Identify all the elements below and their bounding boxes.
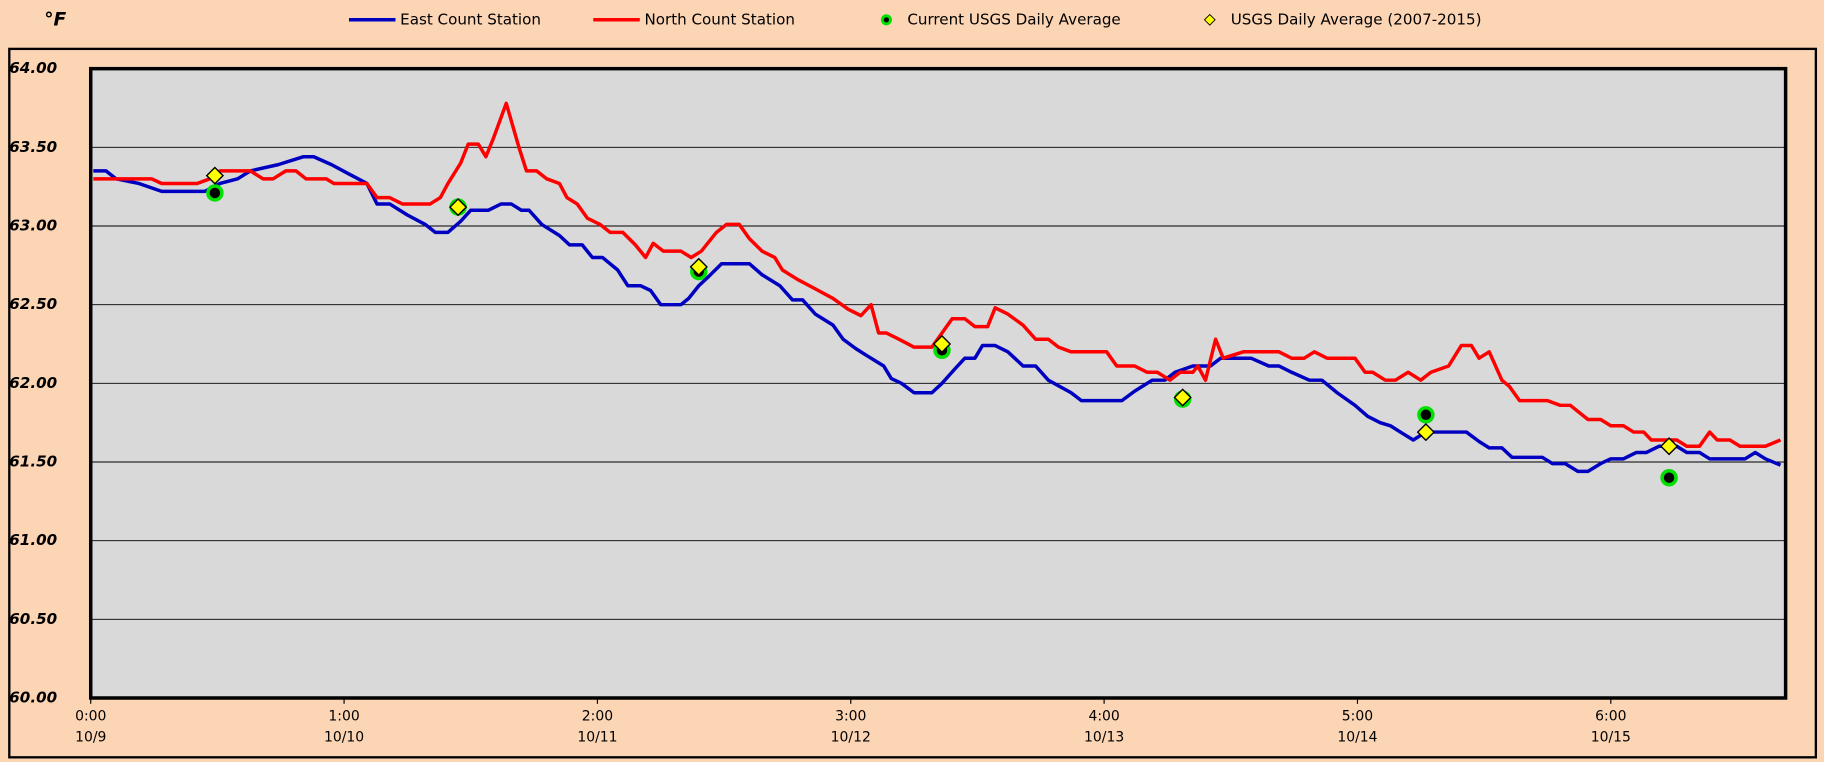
x-tick-label: 3:00 bbox=[835, 709, 866, 725]
y-tick-label: 61.00 bbox=[9, 531, 57, 549]
diamond-marker bbox=[689, 257, 708, 277]
x-tick-label: 6:00 bbox=[1595, 709, 1626, 725]
x-tick-label: 10/15 bbox=[1591, 730, 1631, 746]
y-tick-label: 63.50 bbox=[9, 138, 57, 156]
diamond-marker bbox=[448, 197, 468, 217]
x-tick-label: 0:00 bbox=[75, 709, 106, 725]
x-tick-label: 10/10 bbox=[324, 730, 364, 746]
chart-frame bbox=[8, 47, 1818, 759]
y-tick-label: 61.50 bbox=[9, 452, 57, 470]
y-axis-unit: °F bbox=[44, 9, 66, 30]
diamond-marker bbox=[932, 334, 952, 354]
x-tick-label: 2:00 bbox=[582, 709, 613, 725]
x-tick-label: 10/11 bbox=[577, 730, 617, 746]
series-line bbox=[93, 154, 1782, 474]
diamond-marker bbox=[1416, 422, 1435, 442]
x-tick-label: 10/12 bbox=[831, 730, 871, 746]
legend-label: USGS Daily Average (2007-2015) bbox=[1231, 10, 1482, 28]
y-tick-label: 60.00 bbox=[9, 688, 57, 706]
y-tick-label: 64.00 bbox=[9, 59, 57, 77]
diamond-marker bbox=[1203, 13, 1216, 26]
circle-marker bbox=[1417, 406, 1435, 424]
x-tick-label: 5:00 bbox=[1342, 709, 1373, 725]
diamond-marker bbox=[205, 166, 225, 185]
diamond-marker bbox=[1173, 388, 1192, 407]
legend-label: North Count Station bbox=[644, 10, 794, 28]
x-tick-label: 4:00 bbox=[1088, 709, 1119, 725]
x-tick-label: 10/14 bbox=[1337, 730, 1377, 746]
circle-marker bbox=[880, 14, 892, 26]
circle-marker bbox=[206, 184, 224, 202]
y-tick-label: 62.00 bbox=[9, 374, 57, 392]
plot-border bbox=[88, 66, 1788, 700]
legend-label: East Count Station bbox=[400, 10, 541, 28]
series-line bbox=[93, 101, 1782, 449]
x-tick-label: 10/9 bbox=[75, 730, 106, 746]
x-tick-label: 1:00 bbox=[328, 709, 359, 725]
y-tick-label: 62.50 bbox=[9, 295, 57, 313]
circle-marker bbox=[1660, 469, 1678, 487]
y-tick-label: 63.00 bbox=[9, 216, 57, 234]
y-tick-label: 60.50 bbox=[9, 610, 57, 628]
diamond-marker bbox=[1659, 437, 1679, 456]
x-tick-label: 10/13 bbox=[1084, 730, 1124, 746]
legend-label: Current USGS Daily Average bbox=[907, 10, 1120, 28]
